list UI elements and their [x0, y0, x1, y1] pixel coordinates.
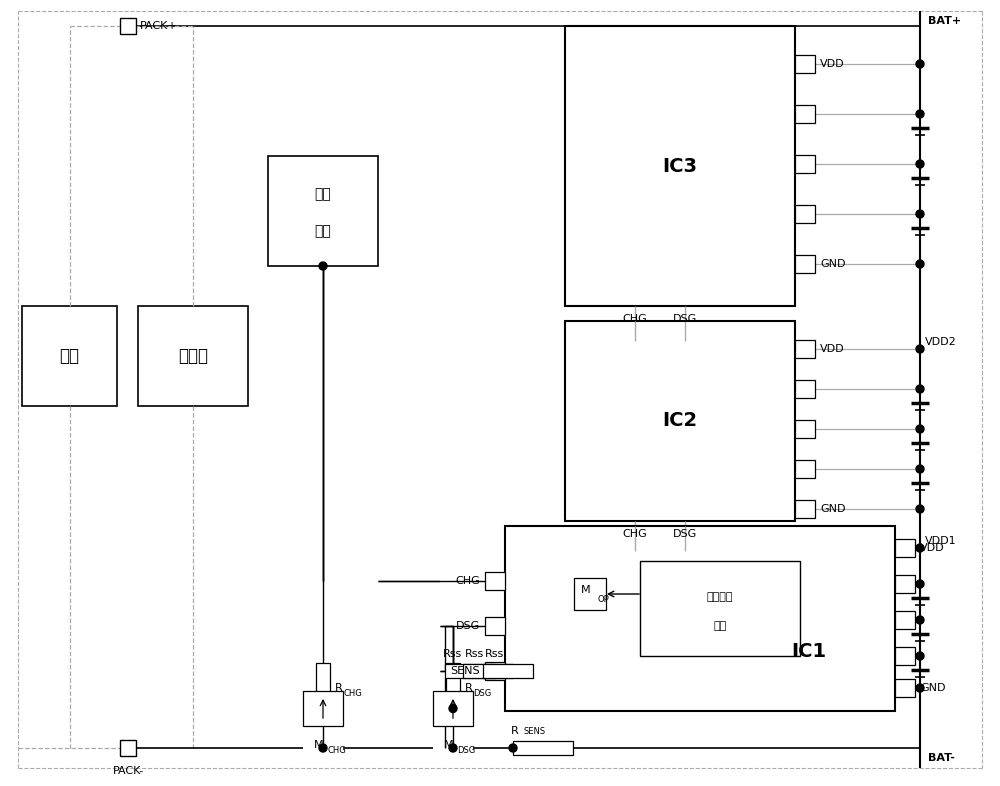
Text: PACK+: PACK+: [140, 21, 178, 31]
Text: SENS: SENS: [450, 666, 480, 676]
Circle shape: [916, 385, 924, 393]
Text: CHG: CHG: [455, 576, 480, 586]
Circle shape: [916, 425, 924, 433]
Bar: [433, 691, 473, 726]
Text: 过压检测: 过压检测: [707, 592, 733, 602]
Bar: [795, 155, 815, 173]
Text: GND: GND: [820, 259, 846, 269]
Text: PACK-: PACK-: [112, 766, 144, 776]
Text: CHG: CHG: [343, 689, 362, 699]
Circle shape: [916, 210, 924, 218]
Text: IC1: IC1: [792, 642, 827, 661]
Text: OP: OP: [598, 596, 610, 604]
Bar: [895, 679, 915, 697]
Text: VDD2: VDD2: [925, 337, 957, 347]
Text: DSG: DSG: [673, 529, 697, 539]
Bar: [565, 321, 795, 521]
Text: IC2: IC2: [662, 412, 698, 431]
Bar: [895, 611, 915, 629]
Text: VDD: VDD: [920, 543, 945, 553]
Text: M: M: [581, 585, 591, 595]
Bar: [268, 156, 378, 266]
Bar: [513, 741, 573, 755]
Bar: [795, 55, 815, 73]
Text: BAT-: BAT-: [928, 753, 955, 763]
Text: GND: GND: [820, 504, 846, 514]
Text: R: R: [335, 683, 343, 693]
Text: R: R: [465, 683, 473, 693]
Bar: [574, 578, 606, 610]
Circle shape: [916, 505, 924, 513]
Text: Rss: Rss: [465, 649, 484, 659]
Text: 电路: 电路: [713, 621, 727, 630]
Bar: [446, 663, 460, 713]
Text: Rss: Rss: [485, 649, 504, 659]
Text: 模块: 模块: [315, 224, 331, 238]
Text: CHG: CHG: [623, 529, 647, 539]
Bar: [138, 306, 248, 406]
Circle shape: [916, 684, 924, 692]
Bar: [485, 572, 505, 590]
Bar: [895, 575, 915, 593]
Bar: [565, 26, 795, 306]
Bar: [120, 740, 136, 756]
Bar: [485, 662, 505, 680]
Circle shape: [916, 160, 924, 168]
Circle shape: [319, 262, 327, 270]
Text: VDD1: VDD1: [925, 536, 957, 546]
Text: R: R: [511, 726, 519, 736]
Bar: [795, 500, 815, 518]
Circle shape: [916, 544, 924, 552]
Text: M: M: [314, 740, 324, 750]
Text: VDD: VDD: [820, 344, 845, 354]
Circle shape: [916, 652, 924, 660]
Text: GND: GND: [920, 683, 946, 693]
Bar: [22, 306, 117, 406]
Bar: [463, 664, 513, 678]
Bar: [795, 380, 815, 398]
Text: SENS: SENS: [523, 727, 545, 736]
Text: VDD: VDD: [820, 59, 845, 69]
Circle shape: [916, 580, 924, 588]
Text: DSG: DSG: [457, 746, 475, 755]
Bar: [483, 664, 533, 678]
Bar: [485, 617, 505, 635]
Circle shape: [449, 704, 457, 712]
Text: Rss: Rss: [443, 649, 462, 659]
Bar: [303, 691, 343, 726]
Circle shape: [916, 345, 924, 353]
Text: M: M: [444, 740, 454, 750]
Bar: [120, 18, 136, 34]
Circle shape: [916, 260, 924, 268]
Bar: [895, 647, 915, 665]
Bar: [795, 205, 815, 223]
Circle shape: [449, 744, 457, 752]
Bar: [505, 526, 895, 711]
Text: DSG: DSG: [473, 689, 491, 699]
Text: CHG: CHG: [623, 314, 647, 324]
Text: DSG: DSG: [456, 621, 480, 631]
Bar: [795, 460, 815, 478]
Text: CHG: CHG: [327, 746, 346, 755]
Bar: [316, 663, 330, 713]
Text: 负载: 负载: [60, 347, 80, 365]
Text: 充电器: 充电器: [178, 347, 208, 365]
Text: IC3: IC3: [662, 156, 698, 175]
Circle shape: [916, 465, 924, 473]
Circle shape: [319, 744, 327, 752]
Bar: [795, 255, 815, 273]
Text: DSG: DSG: [673, 314, 697, 324]
Bar: [795, 420, 815, 438]
Bar: [795, 340, 815, 358]
Circle shape: [916, 110, 924, 118]
Bar: [895, 539, 915, 557]
Text: 隔离: 隔离: [315, 188, 331, 201]
Bar: [640, 561, 800, 656]
Text: BAT+: BAT+: [928, 16, 961, 26]
Circle shape: [509, 744, 517, 752]
Bar: [445, 664, 495, 678]
Circle shape: [916, 616, 924, 624]
Circle shape: [916, 60, 924, 68]
Bar: [795, 105, 815, 123]
